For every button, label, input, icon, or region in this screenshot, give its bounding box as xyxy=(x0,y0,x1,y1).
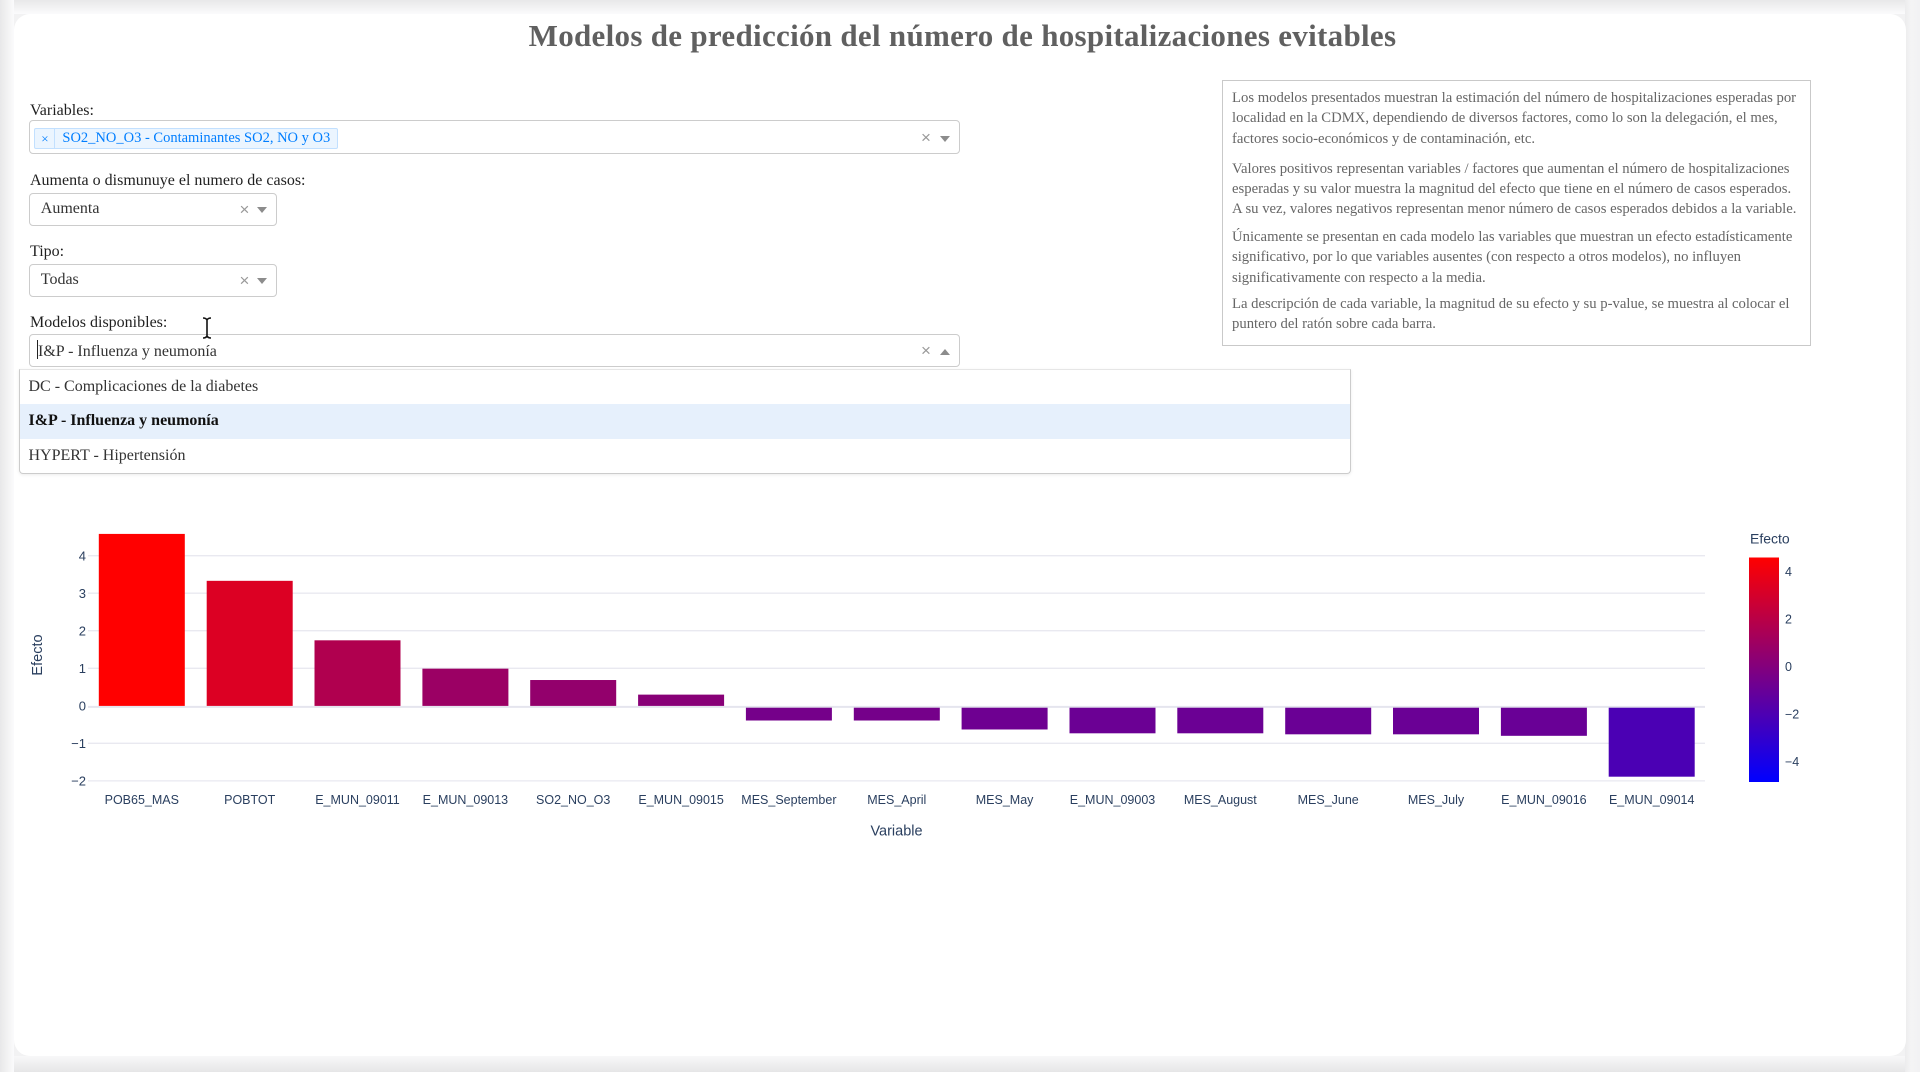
svg-text:E_MUN_09011: E_MUN_09011 xyxy=(315,793,400,807)
svg-text:POB65_MAS: POB65_MAS xyxy=(105,793,179,807)
svg-text:MES_July: MES_July xyxy=(1408,793,1465,807)
svg-text:E_MUN_09015: E_MUN_09015 xyxy=(638,793,724,807)
svg-text:E_MUN_09003: E_MUN_09003 xyxy=(1070,793,1156,807)
svg-text:−2: −2 xyxy=(71,774,86,789)
svg-text:2: 2 xyxy=(79,623,86,638)
svg-text:E_MUN_09016: E_MUN_09016 xyxy=(1501,793,1587,807)
svg-text:MES_September: MES_September xyxy=(741,793,836,807)
svg-text:−1: −1 xyxy=(71,736,86,751)
svg-text:POBTOT: POBTOT xyxy=(224,793,276,807)
svg-text:E_MUN_09014: E_MUN_09014 xyxy=(1609,793,1695,807)
svg-text:Efecto: Efecto xyxy=(30,634,46,675)
svg-text:2: 2 xyxy=(1785,612,1792,626)
svg-text:0: 0 xyxy=(79,698,86,713)
svg-text:Efecto: Efecto xyxy=(1750,531,1790,547)
svg-text:Variable: Variable xyxy=(870,824,922,840)
svg-text:4: 4 xyxy=(1785,565,1792,579)
svg-text:0: 0 xyxy=(1785,660,1792,674)
svg-text:MES_June: MES_June xyxy=(1298,793,1359,807)
svg-text:−4: −4 xyxy=(1785,755,1799,769)
svg-text:E_MUN_09013: E_MUN_09013 xyxy=(423,793,509,807)
svg-text:SO2_NO_O3: SO2_NO_O3 xyxy=(536,793,610,807)
svg-text:3: 3 xyxy=(79,586,86,601)
svg-text:MES_May: MES_May xyxy=(976,793,1034,807)
svg-text:−2: −2 xyxy=(1785,707,1799,721)
svg-text:MES_April: MES_April xyxy=(867,793,926,807)
svg-text:4: 4 xyxy=(79,548,86,563)
svg-text:MES_August: MES_August xyxy=(1184,793,1257,807)
svg-text:1: 1 xyxy=(79,661,86,676)
